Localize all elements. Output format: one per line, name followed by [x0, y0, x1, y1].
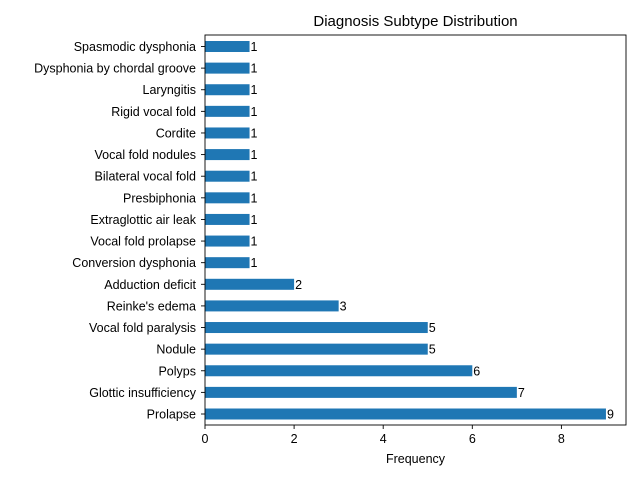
y-tick-label: Bilateral vocal fold [95, 170, 196, 184]
y-tick-label: Dysphonia by chordal groove [34, 62, 196, 76]
bar [205, 278, 295, 290]
bar [205, 235, 250, 247]
bar-value-label: 1 [251, 191, 258, 205]
data-labels-group: 1 1 1 1 1 1 1 1 1 1 1 2 3 5 5 6 7 9 [251, 40, 614, 422]
bars-group [205, 41, 606, 420]
bar-value-label: 9 [607, 408, 614, 422]
bar-value-label: 7 [518, 386, 525, 400]
bar-value-label: 1 [251, 83, 258, 97]
bar-value-label: 1 [251, 126, 258, 140]
y-tick-label: Prolapse [147, 408, 196, 422]
bar [205, 365, 473, 377]
bar-value-label: 6 [473, 364, 480, 378]
bar-value-label: 1 [251, 235, 258, 249]
bar [205, 192, 250, 204]
bar-value-label: 5 [429, 343, 436, 357]
y-tick-label: Reinke's edema [107, 299, 196, 313]
y-tick-label: Adduction deficit [104, 278, 196, 292]
x-tick-label: 4 [380, 432, 387, 446]
bar [205, 386, 517, 398]
bar [205, 257, 250, 269]
bar-value-label: 2 [295, 278, 302, 292]
y-tick-label: Rigid vocal fold [111, 105, 196, 119]
y-tick-label: Vocal fold prolapse [90, 235, 196, 249]
bar-value-label: 1 [251, 148, 258, 162]
y-tick-label: Conversion dysphonia [72, 256, 196, 270]
bar [205, 84, 250, 96]
bar [205, 62, 250, 74]
x-axis-label: Frequency [386, 452, 446, 466]
plot-frame [204, 34, 627, 426]
bar-value-label: 1 [251, 256, 258, 270]
bar [205, 127, 250, 139]
bar [205, 213, 250, 225]
y-tick-label: Laryngitis [143, 83, 197, 97]
bar [205, 41, 250, 52]
bar-value-label: 1 [251, 213, 258, 227]
bar-value-label: 1 [251, 62, 258, 76]
y-tick-label: Vocal fold nodules [95, 148, 196, 162]
y-tick-label: Extraglottic air leak [90, 213, 196, 227]
bar-value-label: 5 [429, 321, 436, 335]
bar-value-label: 1 [251, 40, 258, 54]
y-tick-label: Polyps [158, 364, 196, 378]
bar-value-label: 1 [251, 170, 258, 184]
bar [205, 408, 606, 420]
x-tick-label: 2 [291, 432, 298, 446]
bar [205, 322, 428, 334]
bar-value-label: 3 [340, 299, 347, 313]
y-tick-label: Nodule [156, 343, 196, 357]
x-tick-label: 0 [202, 432, 209, 446]
bar [205, 300, 339, 312]
y-axis-ticks: Spasmodic dysphonia Dysphonia by chordal … [34, 40, 205, 422]
bar [205, 105, 250, 117]
x-tick-label: 8 [558, 432, 565, 446]
bar [205, 343, 428, 355]
x-axis-ticks: 0 2 4 6 8 [202, 425, 565, 446]
x-tick-label: 6 [469, 432, 476, 446]
bar [205, 170, 250, 182]
chart-title: Diagnosis Subtype Distribution [313, 13, 517, 30]
bar-value-label: 1 [251, 105, 258, 119]
y-tick-label: Cordite [156, 126, 196, 140]
y-tick-label: Glottic insufficiency [89, 386, 197, 400]
bar [205, 149, 250, 161]
y-tick-label: Spasmodic dysphonia [74, 40, 196, 54]
y-tick-label: Presbiphonia [123, 191, 196, 205]
y-tick-label: Vocal fold paralysis [89, 321, 196, 335]
